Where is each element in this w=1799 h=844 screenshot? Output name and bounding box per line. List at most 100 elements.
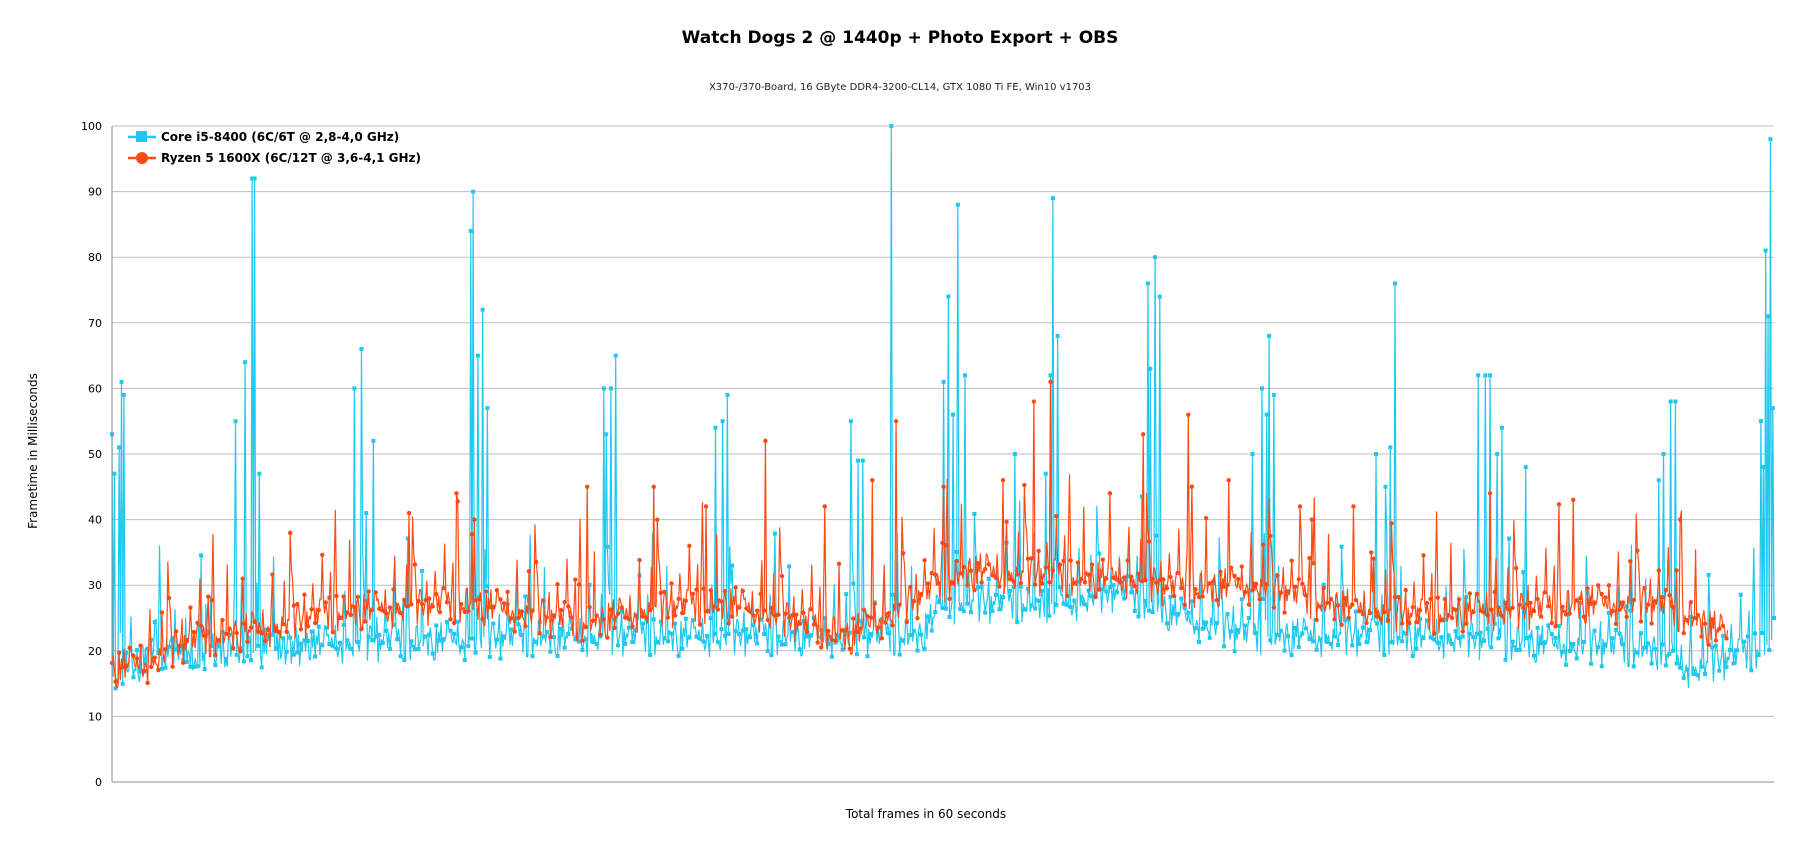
point <box>259 665 264 670</box>
point <box>216 638 222 643</box>
point <box>348 612 353 618</box>
point <box>1114 577 1120 582</box>
point <box>1439 617 1444 623</box>
point <box>313 654 318 659</box>
point <box>1097 587 1102 592</box>
point <box>1403 631 1408 636</box>
point <box>744 606 749 611</box>
point <box>1040 581 1045 586</box>
point <box>1489 607 1494 612</box>
point <box>840 647 845 652</box>
point <box>901 638 906 643</box>
y-tick-50: 50 <box>88 448 102 461</box>
point <box>391 587 396 592</box>
point <box>1760 630 1765 635</box>
point <box>473 598 478 603</box>
point <box>1375 621 1380 626</box>
point <box>986 576 991 581</box>
point <box>1100 557 1105 562</box>
point <box>1613 621 1619 627</box>
point <box>1742 639 1747 644</box>
point <box>1314 617 1319 623</box>
point <box>1218 569 1223 574</box>
point <box>1350 602 1355 607</box>
point <box>555 582 560 587</box>
point <box>352 386 357 391</box>
point <box>848 419 853 424</box>
point <box>1225 582 1230 588</box>
point <box>1268 533 1273 539</box>
point <box>865 654 870 659</box>
point <box>1435 640 1440 645</box>
point <box>968 610 973 615</box>
point <box>402 658 407 663</box>
point <box>936 600 941 605</box>
point <box>468 228 473 233</box>
point <box>1450 642 1455 647</box>
point <box>1007 577 1013 582</box>
point <box>263 638 268 644</box>
point <box>1075 560 1081 565</box>
point <box>1388 445 1393 450</box>
point <box>972 511 977 516</box>
point <box>445 620 450 625</box>
point <box>1318 637 1323 642</box>
point <box>188 605 193 610</box>
point <box>138 669 143 674</box>
point <box>922 558 927 563</box>
point <box>1492 621 1497 626</box>
point <box>362 619 368 624</box>
point <box>1139 579 1145 584</box>
point <box>697 622 703 627</box>
point <box>1140 432 1146 437</box>
point <box>462 609 468 615</box>
point <box>1656 478 1661 483</box>
point <box>355 640 360 645</box>
point <box>655 640 660 645</box>
point <box>291 603 296 608</box>
point <box>698 636 703 641</box>
point <box>673 621 678 626</box>
point <box>1164 621 1169 626</box>
point <box>591 640 596 644</box>
point <box>665 639 670 644</box>
point <box>227 632 232 637</box>
point <box>1489 645 1494 650</box>
point <box>1325 640 1330 644</box>
point <box>1670 605 1676 610</box>
point <box>213 653 218 658</box>
point <box>1189 484 1195 489</box>
point <box>1193 626 1198 631</box>
point <box>584 637 589 642</box>
point <box>1107 585 1112 590</box>
point <box>1346 615 1351 620</box>
point <box>555 653 560 658</box>
point <box>1661 452 1666 456</box>
point <box>847 630 852 635</box>
point <box>1745 634 1750 639</box>
point <box>626 625 631 630</box>
point <box>1678 665 1683 670</box>
point <box>797 647 802 652</box>
point <box>491 604 496 609</box>
point <box>1560 604 1565 609</box>
point <box>951 412 956 417</box>
point <box>772 531 777 536</box>
point <box>1599 664 1604 669</box>
point <box>908 584 913 590</box>
point <box>199 553 204 558</box>
point <box>1617 631 1622 636</box>
point <box>651 617 656 622</box>
point <box>1182 602 1187 608</box>
y-tick-30: 30 <box>88 579 102 592</box>
point <box>448 628 453 633</box>
point <box>754 608 760 613</box>
point <box>141 668 147 674</box>
point <box>371 438 376 443</box>
point <box>195 620 200 626</box>
point <box>1061 558 1066 563</box>
point <box>1043 565 1048 570</box>
point <box>295 650 300 655</box>
point <box>755 641 760 646</box>
point <box>1332 617 1337 622</box>
